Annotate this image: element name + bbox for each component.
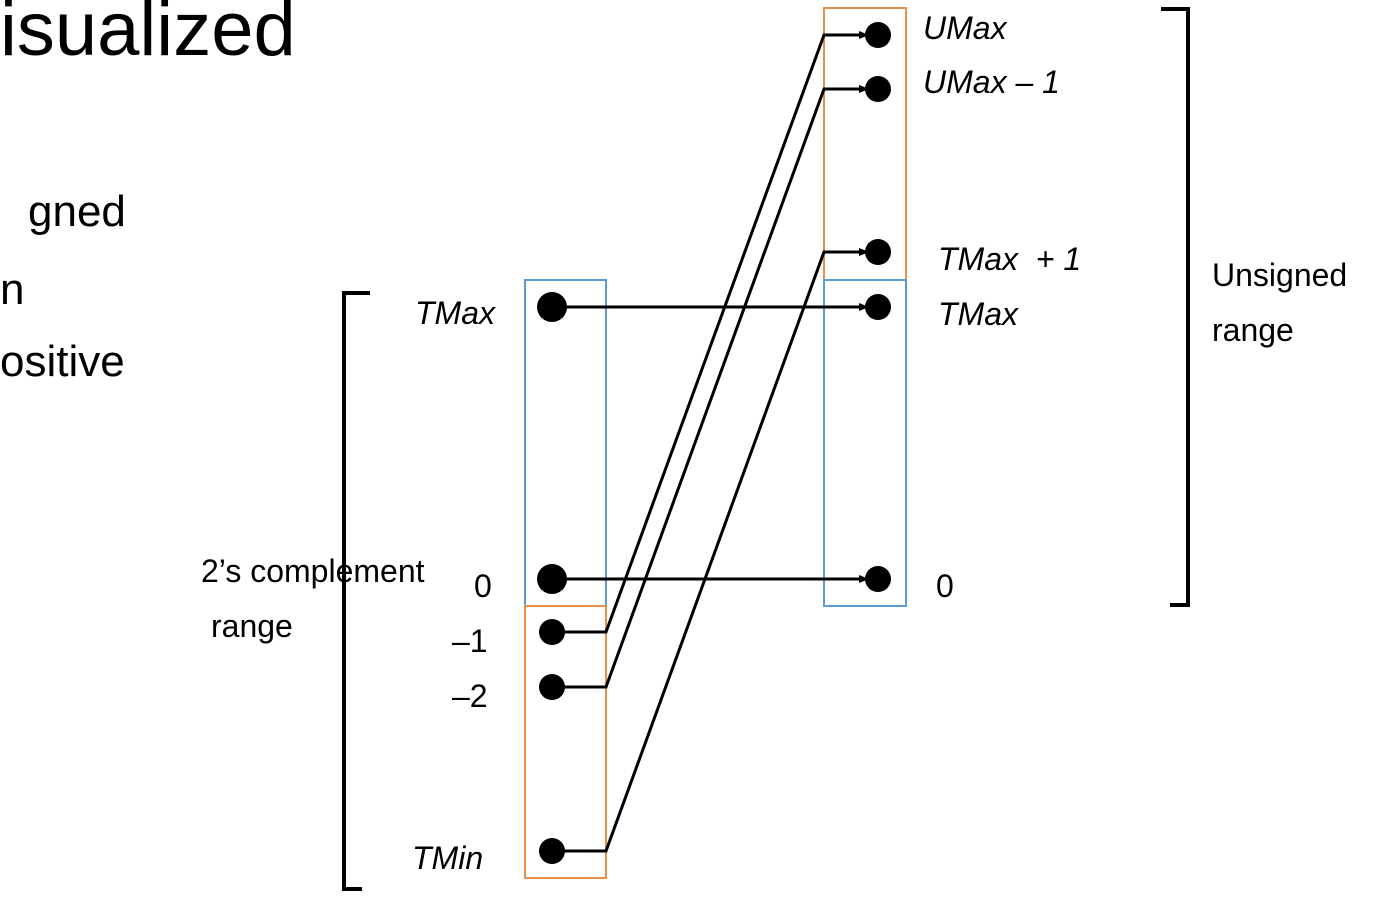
bullet-fragment-3: ositive xyxy=(0,337,125,386)
dot-right-umax xyxy=(865,22,891,48)
label-right-umax-minus1: UMax – 1 xyxy=(923,64,1060,100)
right-upper-box xyxy=(823,7,907,281)
twos-complement-range-bracket xyxy=(342,291,370,891)
arrow-neg1-to-umax xyxy=(552,31,869,634)
slide-title-fragment: isualized xyxy=(0,0,296,72)
dot-left-zero xyxy=(537,564,567,594)
twos-complement-caption-line2: range xyxy=(211,608,293,644)
dot-right-tmax-plus1 xyxy=(865,239,891,265)
dot-left-tmin xyxy=(539,838,565,864)
arrow-neg2-to-umax-minus1 xyxy=(552,85,869,689)
bullet-fragment-1: gned xyxy=(28,187,126,236)
dot-right-umax-minus1 xyxy=(865,76,891,102)
unsigned-range-bracket xyxy=(1161,7,1190,607)
label-right-zero: 0 xyxy=(936,568,954,604)
right-lower-box xyxy=(823,279,907,607)
bullet-fragment-2: n xyxy=(0,265,25,314)
dot-right-tmax xyxy=(865,294,891,320)
label-left-tmax: TMax xyxy=(415,295,495,331)
unsigned-caption-line1: Unsigned xyxy=(1212,257,1348,293)
left-negative-box xyxy=(524,605,607,879)
dot-right-zero xyxy=(865,566,891,592)
label-right-umax: UMax xyxy=(923,10,1007,46)
label-right-tmax-plus1: TMax + 1 xyxy=(938,241,1082,277)
dot-left-neg2 xyxy=(539,674,565,700)
label-left-neg1: –1 xyxy=(452,623,488,659)
twos-complement-caption-line1: 2’s complement xyxy=(201,553,425,589)
unsigned-caption-line2: range xyxy=(1212,312,1294,348)
label-left-tmin: TMin xyxy=(412,840,484,876)
label-right-tmax: TMax xyxy=(938,296,1018,332)
label-left-neg2: –2 xyxy=(452,678,488,714)
left-nonnegative-box xyxy=(524,279,607,607)
label-left-zero: 0 xyxy=(474,568,492,604)
dot-left-tmax xyxy=(537,292,567,322)
dot-left-neg1 xyxy=(539,619,565,645)
arrow-tmin-to-tmax-plus1 xyxy=(552,248,869,853)
